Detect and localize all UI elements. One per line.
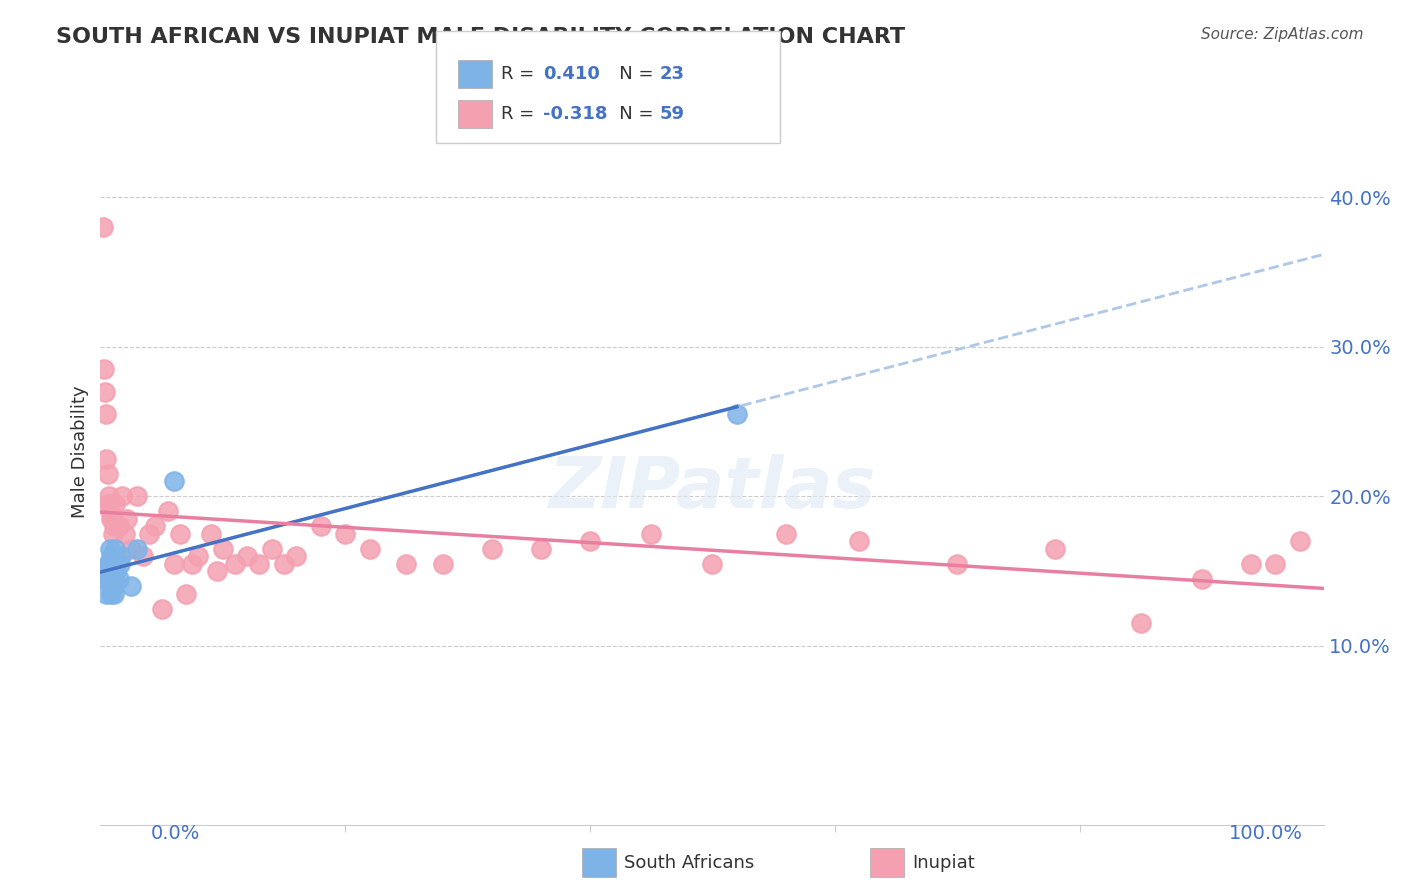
- Point: [187, 549, 209, 564]
- Point: [205, 564, 228, 578]
- Point: [104, 557, 127, 571]
- Point: [120, 579, 142, 593]
- Point: [98, 572, 121, 586]
- Point: [111, 489, 134, 503]
- Point: [107, 572, 129, 586]
- Text: 100.0%: 100.0%: [1229, 824, 1302, 843]
- Point: [101, 512, 124, 526]
- Point: [107, 519, 129, 533]
- Point: [1043, 541, 1066, 556]
- Point: [97, 467, 120, 481]
- Text: -0.318: -0.318: [543, 105, 607, 123]
- Point: [579, 534, 602, 549]
- Point: [120, 541, 142, 556]
- Point: [100, 564, 122, 578]
- Point: [96, 586, 118, 600]
- Point: [200, 526, 222, 541]
- Point: [395, 557, 418, 571]
- Point: [104, 541, 127, 556]
- Point: [1129, 616, 1152, 631]
- Point: [285, 549, 308, 564]
- Y-axis label: Male Disability: Male Disability: [72, 385, 89, 517]
- Point: [211, 541, 233, 556]
- Point: [93, 362, 115, 376]
- Text: R =: R =: [501, 105, 540, 123]
- Point: [150, 601, 173, 615]
- Point: [145, 519, 167, 533]
- Point: [174, 586, 197, 600]
- Point: [249, 557, 271, 571]
- Point: [260, 541, 283, 556]
- Point: [103, 519, 125, 533]
- Point: [640, 526, 662, 541]
- Text: South Africans: South Africans: [624, 854, 755, 871]
- Point: [96, 572, 118, 586]
- Text: N =: N =: [602, 105, 659, 123]
- Point: [96, 407, 118, 421]
- Point: [1191, 572, 1213, 586]
- Point: [775, 526, 797, 541]
- Text: 0.0%: 0.0%: [150, 824, 201, 843]
- Text: Source: ZipAtlas.com: Source: ZipAtlas.com: [1201, 27, 1364, 42]
- Point: [530, 541, 553, 556]
- Text: 23: 23: [659, 65, 685, 83]
- Text: Inupiat: Inupiat: [912, 854, 976, 871]
- Point: [163, 475, 186, 489]
- Point: [91, 220, 114, 235]
- Text: 59: 59: [659, 105, 685, 123]
- Point: [125, 541, 148, 556]
- Point: [1289, 534, 1312, 549]
- Point: [702, 557, 724, 571]
- Point: [848, 534, 870, 549]
- Point: [132, 549, 155, 564]
- Point: [100, 512, 122, 526]
- Point: [97, 557, 120, 571]
- Point: [94, 384, 117, 399]
- Point: [125, 489, 148, 503]
- Text: ZIPatlas: ZIPatlas: [548, 454, 876, 524]
- Text: 0.410: 0.410: [543, 65, 599, 83]
- Point: [138, 526, 160, 541]
- Point: [725, 407, 748, 421]
- Point: [103, 579, 125, 593]
- Point: [156, 504, 179, 518]
- Text: R =: R =: [501, 65, 540, 83]
- Point: [100, 586, 122, 600]
- Point: [946, 557, 969, 571]
- Point: [163, 557, 186, 571]
- Point: [96, 451, 118, 466]
- Text: SOUTH AFRICAN VS INUPIAT MALE DISABILITY CORRELATION CHART: SOUTH AFRICAN VS INUPIAT MALE DISABILITY…: [56, 27, 905, 46]
- Point: [117, 512, 139, 526]
- Point: [1240, 557, 1263, 571]
- Point: [224, 557, 246, 571]
- Point: [97, 497, 120, 511]
- Point: [105, 564, 128, 578]
- Point: [101, 526, 124, 541]
- Point: [97, 489, 120, 503]
- Point: [181, 557, 204, 571]
- Point: [101, 572, 124, 586]
- Point: [359, 541, 381, 556]
- Point: [236, 549, 259, 564]
- Point: [97, 572, 120, 586]
- Point: [98, 541, 121, 556]
- Point: [169, 526, 191, 541]
- Point: [97, 557, 120, 571]
- Point: [273, 557, 295, 571]
- Point: [110, 549, 132, 564]
- Point: [309, 519, 332, 533]
- Point: [114, 526, 136, 541]
- Point: [100, 549, 122, 564]
- Point: [432, 557, 454, 571]
- Point: [104, 497, 127, 511]
- Point: [481, 541, 503, 556]
- Point: [98, 504, 121, 518]
- Point: [103, 586, 125, 600]
- Text: N =: N =: [602, 65, 659, 83]
- Point: [1264, 557, 1286, 571]
- Point: [333, 526, 356, 541]
- Point: [98, 497, 121, 511]
- Point: [108, 557, 131, 571]
